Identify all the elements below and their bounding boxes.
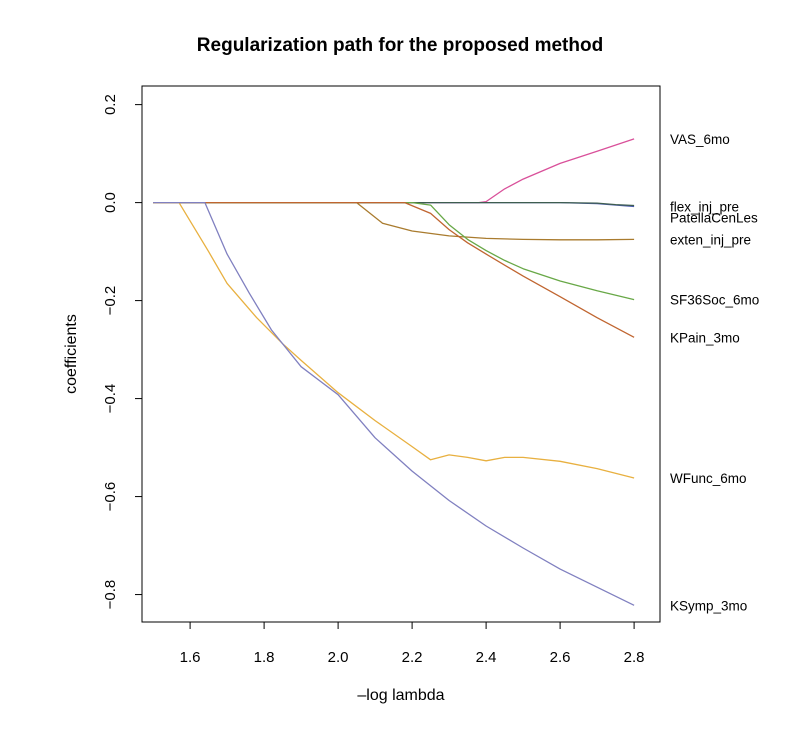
series-label: KSymp_3mo — [670, 598, 747, 613]
series-line-kpain-3mo — [153, 201, 635, 338]
series-line-vas-6mo — [153, 138, 635, 204]
x-tick-label: 2.0 — [328, 649, 349, 666]
series-line-ksymp-3mo — [153, 201, 635, 606]
y-tick-label: 0.0 — [102, 192, 119, 213]
series-line-exten-inj-pre — [153, 201, 635, 241]
y-axis: 0.2 0.0 −0.2 −0.4 −0.6 −0.8 — [102, 94, 143, 610]
x-axis-title: –log lambda — [357, 687, 444, 704]
series-lines — [153, 138, 635, 606]
x-tick-label: 1.6 — [180, 649, 201, 666]
plot-frame — [141, 85, 661, 623]
x-tick-label: 1.8 — [254, 649, 275, 666]
y-tick-label: −0.8 — [102, 580, 119, 610]
x-tick-label: 2.2 — [402, 649, 423, 666]
series-label: VAS_6mo — [670, 132, 730, 147]
y-tick-label: −0.4 — [102, 384, 119, 414]
series-label: SF36Soc_6mo — [670, 293, 759, 308]
series-label: PatellaCenLes — [670, 211, 758, 226]
series-label: WFunc_6mo — [670, 471, 747, 486]
series-line-wfunc-6mo — [153, 201, 635, 479]
series-line-sf36soc-6mo — [153, 201, 635, 301]
x-axis: 1.6 1.8 2.0 2.2 2.4 2.6 2.8 — [180, 621, 645, 666]
y-tick-label: 0.2 — [102, 94, 119, 115]
y-tick-label: −0.6 — [102, 482, 119, 512]
x-tick-label: 2.8 — [624, 649, 645, 666]
chart-title: Regularization path for the proposed met… — [197, 35, 603, 56]
series-label: flex_inj_pre — [670, 200, 739, 215]
x-tick-label: 2.6 — [550, 649, 571, 666]
x-tick-label: 2.4 — [476, 649, 497, 666]
series-label: exten_inj_pre — [670, 232, 751, 247]
y-tick-label: −0.2 — [102, 286, 119, 316]
y-axis-title: coefficients — [63, 314, 80, 394]
series-label: KPain_3mo — [670, 330, 740, 345]
series-line-patellacenles — [153, 201, 635, 207]
